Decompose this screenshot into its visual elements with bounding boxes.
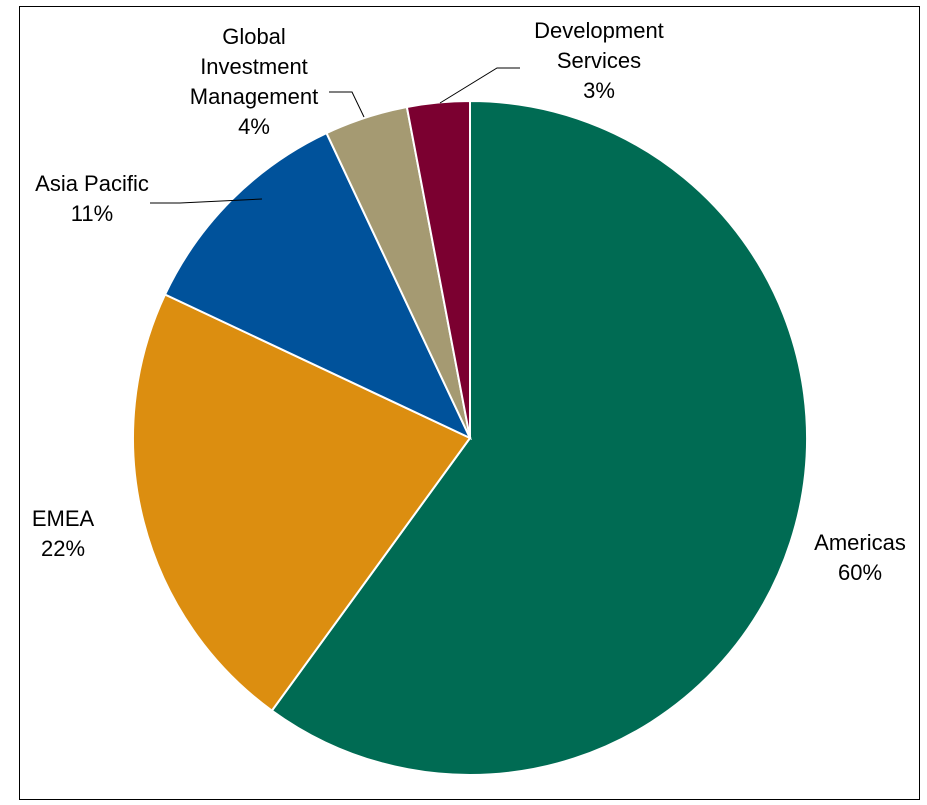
slice-labels: Americas 60% EMEA 22% Asia Pacific 11% Global I…: [32, 18, 906, 585]
slice-percent-label: 60%: [838, 560, 882, 585]
slice-name-label: Services: [557, 48, 641, 73]
slice-name-label: EMEA: [32, 506, 95, 531]
leader-line-global-investment-management: [329, 91, 365, 118]
pie-slice-development-services: [405, 99, 471, 439]
leader-line-asia-pacific: [150, 198, 263, 204]
slice-label-development-services: Development Services 3%: [534, 18, 664, 103]
slice-name-label: Global: [222, 24, 286, 49]
leader-lines: [150, 67, 520, 204]
pie-slice-americas: [270, 99, 809, 776]
slice-percent-label: 22%: [41, 536, 85, 561]
slice-percent-label: 4%: [238, 114, 270, 139]
pie-slice-asia-pacific: [163, 131, 473, 441]
slice-percent-label: 11%: [71, 201, 113, 226]
slice-label-americas: Americas 60%: [814, 530, 906, 585]
leader-line-development-services: [439, 67, 520, 104]
pie-slices: [132, 99, 809, 776]
slice-name-label: Development: [534, 18, 664, 43]
slice-name-label: Investment: [200, 54, 308, 79]
slice-percent-label: 3%: [583, 78, 615, 103]
slice-name-label: Americas: [814, 530, 906, 555]
slice-label-emea: EMEA 22%: [32, 506, 95, 561]
slice-label-global-investment-management: Global Investment Management 4%: [190, 24, 318, 139]
slice-name-label: Management: [190, 84, 318, 109]
slice-name-label: Asia Pacific: [35, 171, 149, 196]
slice-label-asia-pacific: Asia Pacific 11%: [35, 171, 149, 226]
